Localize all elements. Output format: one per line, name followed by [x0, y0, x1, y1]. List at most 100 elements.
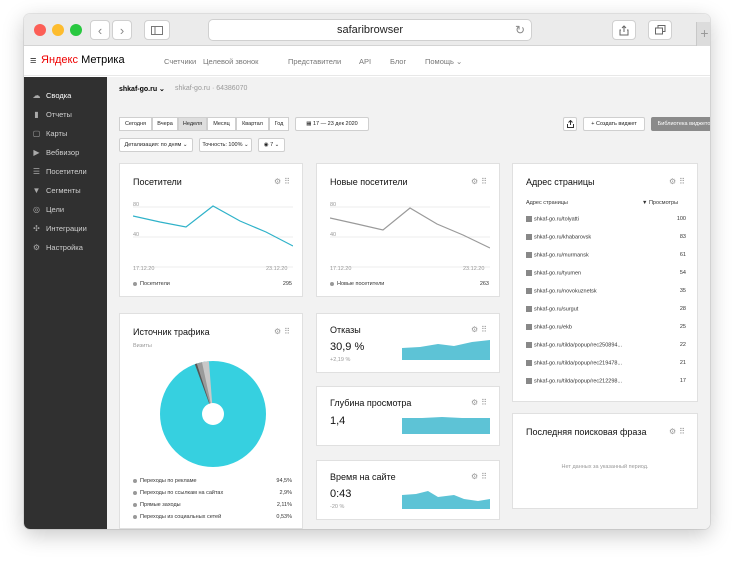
settings-icon[interactable]: ⚙ — [470, 398, 482, 407]
widget-controls[interactable]: ⚙⠿ — [274, 327, 293, 336]
share-button[interactable] — [612, 20, 636, 40]
drag-handle-icon[interactable]: ⠿ — [481, 398, 490, 407]
sidebar-toggle-button[interactable] — [144, 20, 170, 40]
minimize-window-button[interactable] — [52, 24, 64, 36]
drag-handle-icon[interactable]: ⠿ — [481, 472, 490, 481]
new-visitors-chart — [330, 206, 490, 268]
visitors-chart — [133, 205, 293, 268]
widget-controls[interactable]: ⚙⠿ — [471, 325, 490, 334]
table-row[interactable]: shkaf-go.ru/tyumen 54 — [526, 270, 686, 280]
create-widget-button[interactable]: + Создать виджет — [583, 117, 645, 131]
sidebar-item-reports[interactable]: ▮ Отчеты — [24, 105, 107, 124]
sidebar-item-webvisor[interactable]: ▶ Вебвизор — [24, 143, 107, 162]
widget-controls[interactable]: ⚙⠿ — [471, 398, 490, 407]
nav-counters[interactable]: Счетчики — [164, 57, 197, 66]
table-row[interactable]: shkaf-go.ru/murmansk 61 — [526, 252, 686, 262]
sidebar-item-label: Посетители — [46, 167, 87, 176]
period-year[interactable]: Год — [269, 117, 289, 131]
segments-count: 7 ⌄ — [270, 142, 280, 148]
page-views: 83 — [679, 234, 686, 240]
settings-icon[interactable]: ⚙ — [273, 177, 285, 186]
visitors-line — [133, 205, 293, 247]
sidebar-item-integrations[interactable]: ✣ Интеграции — [24, 219, 107, 238]
settings-icon[interactable]: ⚙ — [470, 472, 482, 481]
widget-library-button[interactable]: Библиотека виджетов — [651, 117, 710, 131]
settings-icon[interactable]: ⚙ — [668, 427, 680, 436]
settings-icon[interactable]: ⚙ — [273, 327, 285, 336]
settings-icon[interactable]: ⚙ — [470, 325, 482, 334]
puzzle-icon: ✣ — [33, 224, 40, 233]
page-url: shkaf-go.ru/murmansk — [534, 252, 589, 259]
logo[interactable]: Яндекс Метрика — [41, 54, 125, 66]
maximize-window-button[interactable] — [70, 24, 82, 36]
nav-blog[interactable]: Блог — [390, 57, 407, 66]
segments-select[interactable]: ◉ 7 ⌄ — [258, 138, 285, 152]
page-url: shkaf-go.ru/tolyatti — [534, 216, 579, 223]
legend-label: Прямые заходы — [140, 502, 181, 508]
drag-handle-icon[interactable]: ⠿ — [481, 177, 490, 186]
close-window-button[interactable] — [34, 24, 46, 36]
drag-handle-icon[interactable]: ⠿ — [679, 427, 688, 436]
table-row[interactable]: shkaf-go.ru/khabarovsk 83 — [526, 234, 686, 244]
sidebar-item-visitors[interactable]: ☰ Посетители — [24, 162, 107, 181]
address-bar[interactable]: safaribrowser ↻ — [208, 19, 532, 41]
tabs-button[interactable] — [648, 20, 672, 40]
widget-controls[interactable]: ⚙⠿ — [669, 177, 688, 186]
settings-icon[interactable]: ⚙ — [668, 177, 680, 186]
nav-representatives[interactable]: Представители — [288, 57, 342, 66]
metric-value: 1,4 — [330, 415, 346, 427]
widget-controls[interactable]: ⚙⠿ — [274, 177, 293, 186]
widget-subtitle: Визиты — [133, 343, 152, 349]
period-week[interactable]: Неделя — [178, 117, 207, 131]
table-row[interactable]: shkaf-go.ru/ekb 25 — [526, 324, 686, 334]
site-selector[interactable]: shkaf-go.ru ⌄ — [119, 86, 165, 93]
detail-select[interactable]: Детализация: по дням ⌄ — [119, 138, 193, 152]
sidebar-item-summary[interactable]: ☁ Сводка — [24, 86, 107, 105]
back-button[interactable]: ‹ — [90, 20, 110, 40]
nav-help[interactable]: Помощь ⌄ — [425, 57, 463, 66]
new-tab-button[interactable]: + — [696, 22, 710, 46]
sidebar-item-maps[interactable]: ▢ Карты — [24, 124, 107, 143]
drag-handle-icon[interactable]: ⠿ — [481, 325, 490, 334]
table-row[interactable]: shkaf-go.ru/surgut 28 — [526, 306, 686, 316]
date-range-picker[interactable]: ▦ 17 — 23 дек 2020 — [295, 117, 369, 131]
drag-handle-icon[interactable]: ⠿ — [679, 177, 688, 186]
nav-call[interactable]: Целевой звонок — [203, 57, 259, 66]
table-row[interactable]: shkaf-go.ru/tolyatti 100 — [526, 216, 686, 226]
sidebar-item-settings[interactable]: ⚙ Настройка — [24, 238, 107, 257]
sidebar-item-label: Сегменты — [46, 186, 81, 195]
forward-button[interactable]: › — [112, 20, 132, 40]
widget-title: Новые посетители — [330, 177, 408, 187]
drag-handle-icon[interactable]: ⠿ — [284, 177, 293, 186]
period-quarter[interactable]: Квартал — [236, 117, 269, 131]
page-address-widget: Адрес страницы ⚙⠿ Адрес страницы ▼ Просм… — [512, 163, 698, 402]
table-row[interactable]: shkaf-go.ru/tilda/popup/rec212298... 17 — [526, 378, 686, 388]
page-icon — [526, 216, 532, 222]
period-yesterday[interactable]: Вчера — [152, 117, 178, 131]
table-row[interactable]: shkaf-go.ru/tilda/popup/rec250894... 22 — [526, 342, 686, 352]
export-button[interactable] — [563, 117, 577, 131]
table-row[interactable]: shkaf-go.ru/tilda/popup/rec219478... 21 — [526, 360, 686, 370]
y-tick: 40 — [330, 232, 337, 238]
legend-value: 295 — [282, 281, 292, 287]
menu-icon[interactable]: ≡ — [30, 55, 37, 67]
column-header-views[interactable]: ▼ Просмотры — [642, 200, 679, 206]
widget-controls[interactable]: ⚙⠿ — [669, 427, 688, 436]
settings-icon[interactable]: ⚙ — [470, 177, 482, 186]
legend-row: Посетители 295 — [133, 281, 292, 287]
nav-api[interactable]: API — [359, 57, 372, 66]
table-row[interactable]: shkaf-go.ru/novokuznetsk 35 — [526, 288, 686, 298]
y-tick: 80 — [330, 202, 337, 208]
page-url: shkaf-go.ru/novokuznetsk — [534, 288, 597, 295]
reload-icon[interactable]: ↻ — [514, 23, 525, 37]
period-today[interactable]: Сегодня — [119, 117, 152, 131]
page-views: 22 — [679, 342, 686, 348]
sidebar-item-goals[interactable]: ◎ Цели — [24, 200, 107, 219]
url-text: safaribrowser — [336, 24, 404, 36]
period-month[interactable]: Месяц — [207, 117, 236, 131]
sidebar-item-segments[interactable]: ▼ Сегменты — [24, 181, 107, 200]
accuracy-select[interactable]: Точность: 100% ⌄ — [199, 138, 252, 152]
drag-handle-icon[interactable]: ⠿ — [284, 327, 293, 336]
widget-controls[interactable]: ⚙⠿ — [471, 177, 490, 186]
widget-controls[interactable]: ⚙⠿ — [471, 472, 490, 481]
